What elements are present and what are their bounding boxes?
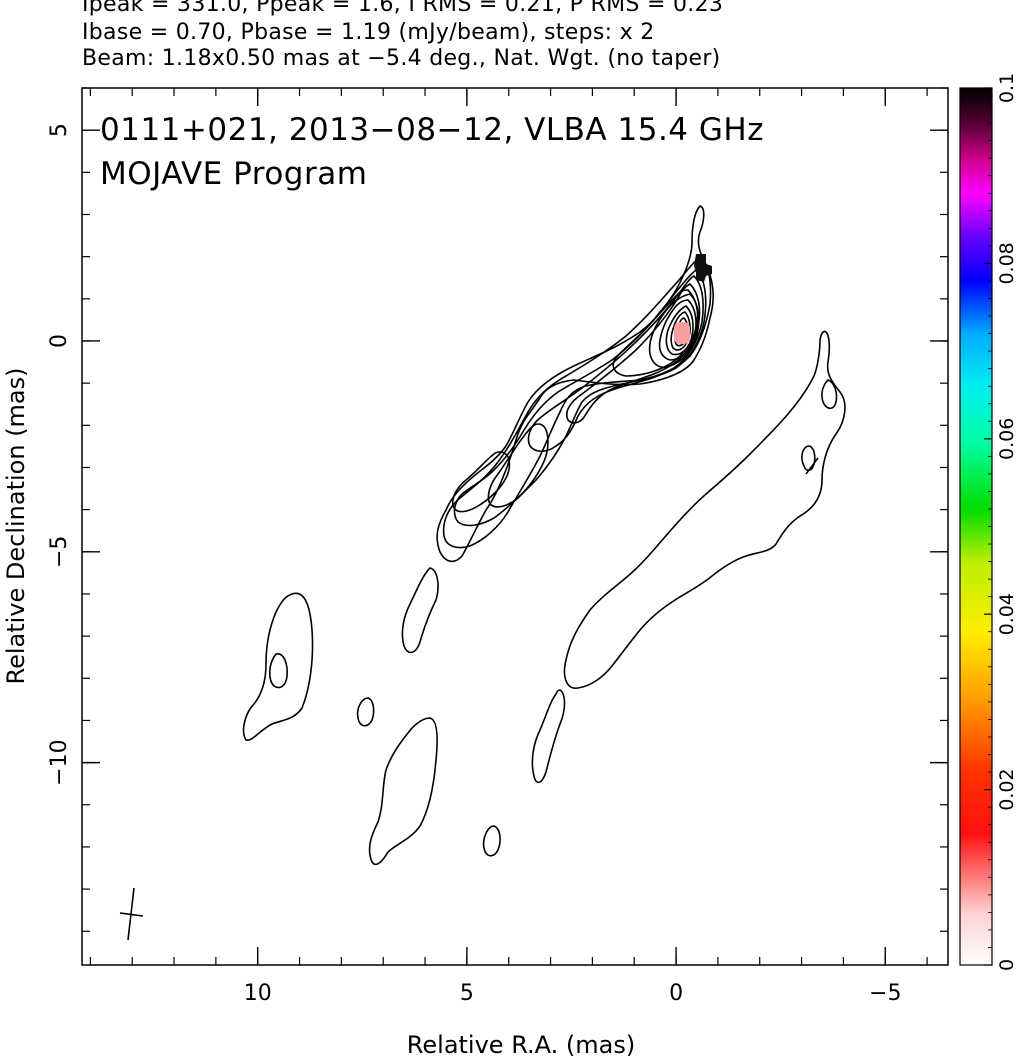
major-ticks — [82, 88, 948, 965]
header-line-peaks: Ipeak = 331.0, Ppeak = 1.6, I RMS = 0.21… — [82, 0, 724, 17]
header-line-base: Ibase = 0.70, Pbase = 1.19 (mJy/beam), s… — [82, 20, 655, 45]
blob-contour-7 — [482, 825, 501, 857]
blob-contour-4 — [356, 697, 375, 727]
core-contour-1 — [648, 293, 700, 369]
blob-contour-1 — [401, 567, 439, 654]
colorbar-tick-label: 0.04 — [996, 593, 1018, 635]
south-knot-tick — [805, 457, 819, 475]
x-tick-label: −5 — [869, 981, 901, 1006]
beam-minor-axis — [119, 912, 144, 917]
colorbar — [959, 87, 993, 966]
colorbar-tick-label: 0 — [996, 959, 1018, 971]
south-knot-2 — [801, 445, 816, 472]
blob-contour-2 — [242, 592, 314, 741]
plot-label-program: MOJAVE Program — [100, 156, 367, 192]
colorbar-ticks: 0 0.02 0.04 0.06 0.08 0.1 — [984, 73, 1018, 971]
blob-contour-5 — [368, 717, 438, 866]
polarization-peak-marker — [694, 254, 712, 282]
y-tick-label: −10 — [47, 739, 72, 785]
y-tick-label: 0 — [47, 334, 72, 348]
contour-lines — [242, 205, 846, 866]
core-contour-3 — [665, 305, 694, 356]
colorbar-tick-label: 0.1 — [996, 73, 1018, 103]
jet-contour-4 — [527, 275, 704, 453]
plot-label-source: 0111+021, 2013−08−12, VLBA 15.4 GHz — [100, 112, 764, 148]
blob-contour-6 — [531, 689, 566, 784]
blob-contour-3 — [268, 653, 288, 689]
core-polarization-marker — [674, 322, 690, 344]
knot-contour-b — [451, 451, 511, 513]
colorbar-tick-label: 0.02 — [996, 768, 1018, 810]
south-knot-1 — [821, 379, 838, 410]
beam-marker — [119, 887, 144, 941]
plot-frame — [81, 87, 949, 966]
y-tick-label: 5 — [47, 123, 72, 137]
y-axis-label: Relative Declination (mas) — [2, 367, 30, 684]
tick-labels: 10 5 0 −5 5 0 −5 −10 — [47, 123, 901, 1006]
x-tick-label: 5 — [460, 981, 474, 1006]
jet-contour-3 — [453, 268, 707, 527]
south-arm-contour — [563, 330, 846, 689]
colorbar-tick-label: 0.06 — [996, 418, 1018, 460]
minor-ticks — [82, 87, 948, 965]
jet-outer-contour — [436, 205, 714, 563]
x-axis-label: Relative R.A. (mas) — [407, 1031, 635, 1059]
header-line-beam: Beam: 1.18x0.50 mas at −5.4 deg., Nat. W… — [82, 46, 721, 71]
x-tick-label: 10 — [244, 981, 272, 1006]
y-tick-label: −5 — [47, 536, 72, 568]
knot-contour-a — [487, 423, 549, 508]
core-contour-2 — [658, 299, 697, 361]
x-tick-label: 0 — [669, 981, 683, 1006]
colorbar-tick-label: 0.08 — [996, 242, 1018, 284]
